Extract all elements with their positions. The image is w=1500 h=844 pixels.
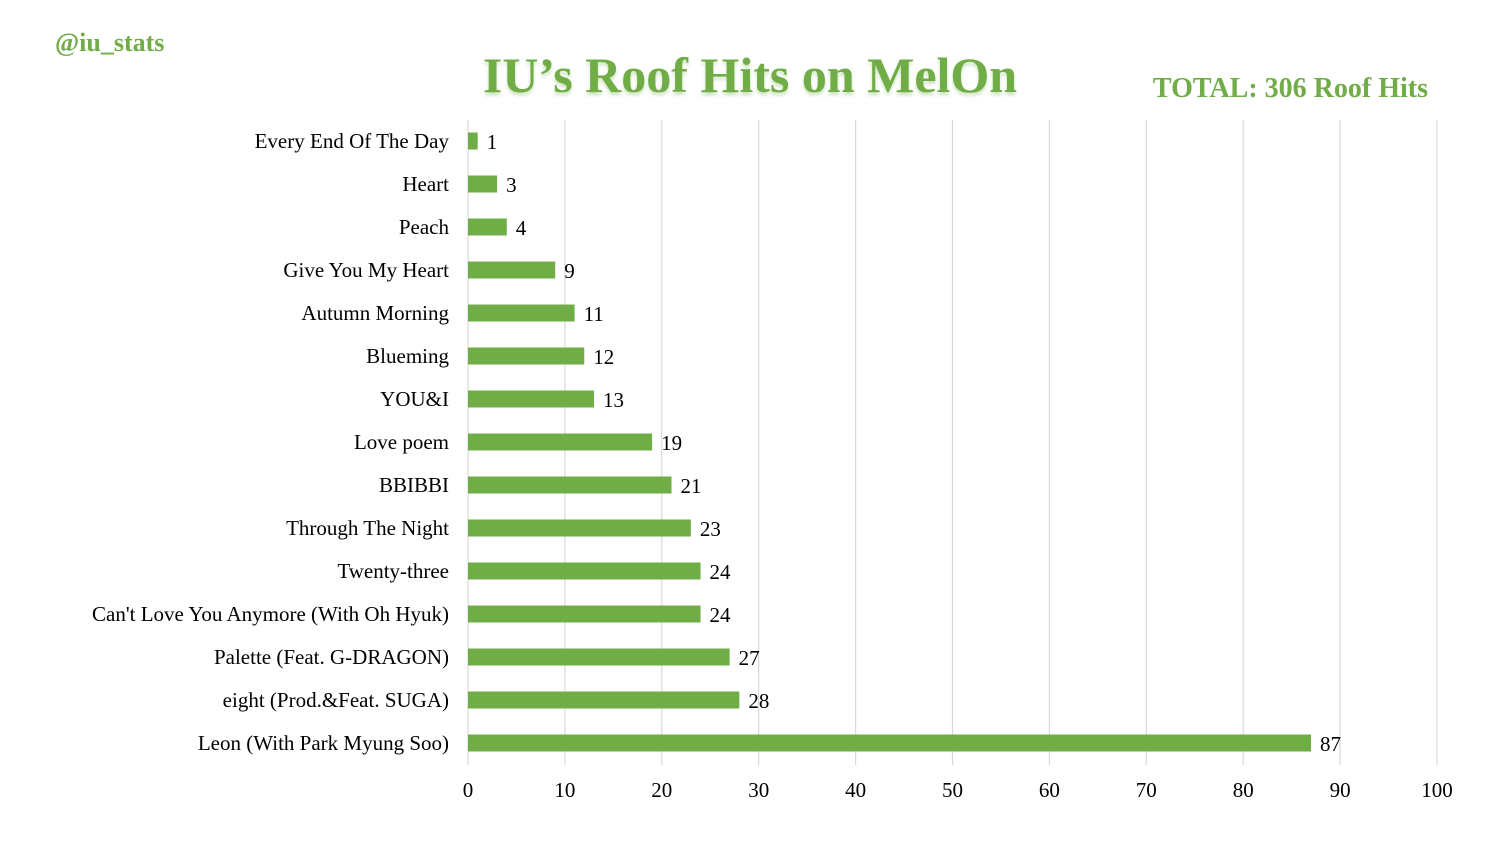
data-label: 12: [593, 345, 614, 369]
x-tick-label: 60: [1039, 778, 1060, 802]
x-tick-label: 50: [942, 778, 963, 802]
category-label: Palette (Feat. G-DRAGON): [214, 645, 449, 669]
category-label: Give You My Heart: [283, 258, 449, 282]
category-label: Peach: [399, 215, 450, 239]
bar: [468, 132, 478, 150]
x-tick-label: 70: [1136, 778, 1157, 802]
category-label: Every End Of The Day: [255, 129, 450, 153]
category-label: Through The Night: [286, 516, 449, 540]
bar: [468, 175, 498, 193]
x-tick-label: 30: [748, 778, 769, 802]
data-label: 23: [700, 517, 721, 541]
data-label: 4: [516, 216, 527, 240]
x-tick-label: 20: [651, 778, 672, 802]
x-tick-label: 40: [845, 778, 866, 802]
chart-title: IU’s Roof Hits on MelOn: [482, 47, 1018, 103]
data-label: 28: [748, 689, 769, 713]
data-label: 21: [680, 474, 701, 498]
data-label: 1: [487, 130, 498, 154]
data-label: 24: [710, 560, 732, 584]
data-label: 87: [1320, 732, 1341, 756]
bar: [468, 218, 507, 236]
data-label: 13: [603, 388, 624, 412]
bar: [468, 476, 672, 494]
x-tick-label: 80: [1233, 778, 1254, 802]
bar: [468, 648, 730, 666]
data-label: 27: [739, 646, 760, 670]
bar: [468, 304, 575, 322]
bar: [468, 691, 740, 709]
x-tick-label: 90: [1330, 778, 1351, 802]
category-label: Heart: [402, 172, 449, 196]
x-tick-label: 0: [463, 778, 474, 802]
bar: [468, 261, 556, 279]
category-label: Love poem: [354, 430, 449, 454]
category-label: Leon (With Park Myung Soo): [198, 731, 449, 755]
data-label: 19: [661, 431, 682, 455]
category-label: YOU&I: [380, 387, 449, 411]
category-label: eight (Prod.&Feat. SUGA): [223, 688, 449, 712]
data-label: 11: [584, 302, 604, 326]
bar: [468, 433, 653, 451]
bars: [468, 132, 1312, 752]
bar: [468, 390, 594, 408]
data-label: 3: [506, 173, 517, 197]
x-axis-ticks: 0 10 20 30 40 50 60 70 80 90 100: [463, 778, 1453, 802]
bar: [468, 519, 691, 537]
category-labels: Every End Of The Day Heart Peach Give You M…: [92, 129, 449, 755]
bar: [468, 605, 701, 623]
data-label: 24: [710, 603, 732, 627]
x-tick-label: 100: [1421, 778, 1453, 802]
category-label: Twenty-three: [337, 559, 449, 583]
total-label: TOTAL: 306 Roof Hits: [1152, 73, 1428, 104]
x-tick-label: 10: [554, 778, 575, 802]
bar: [468, 347, 585, 365]
value-labels: 13 4 9 11 12 13 19 21 23 24 24 27 28 87: [487, 130, 1341, 756]
bar: [468, 562, 701, 580]
author-handle: @iu_stats: [55, 28, 165, 57]
category-label: Autumn Morning: [301, 301, 449, 325]
data-label: 9: [564, 259, 575, 283]
gridlines: [467, 120, 1438, 765]
category-label: BBIBBI: [379, 473, 449, 497]
bar: [468, 734, 1312, 752]
category-label: Blueming: [366, 344, 449, 368]
category-label: Can't Love You Anymore (With Oh Hyuk): [92, 602, 449, 626]
